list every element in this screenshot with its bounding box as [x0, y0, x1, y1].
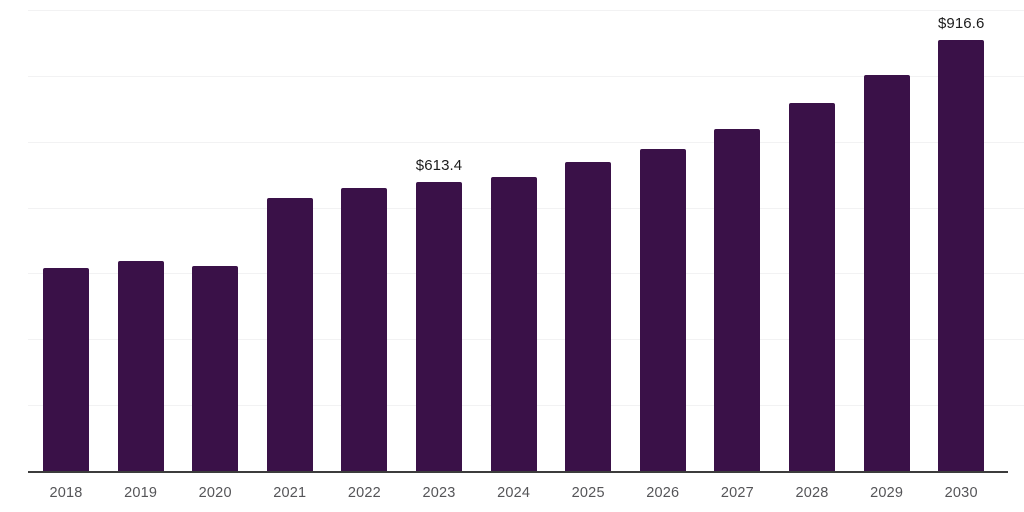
bar-group[interactable]: 2018 — [43, 267, 89, 501]
x-tick-label-2028: 2028 — [795, 485, 829, 501]
x-tick-label-2019: 2019 — [124, 485, 158, 501]
bar-value-label-2030: $916.6 — [937, 14, 985, 32]
gridline — [28, 141, 1024, 143]
x-tick-label-2029: 2029 — [870, 485, 904, 501]
x-tick-label-2025: 2025 — [571, 485, 605, 501]
bar-group[interactable]: 2024 — [490, 176, 537, 501]
gridline — [28, 10, 1024, 11]
bar-2028[interactable] — [789, 103, 835, 471]
bar-2023[interactable] — [416, 182, 462, 471]
bar-group[interactable]: 2025 — [565, 161, 612, 501]
bar-2025[interactable] — [565, 161, 612, 471]
bar-2027[interactable] — [714, 129, 761, 471]
bar-2029[interactable] — [863, 74, 910, 471]
bar-group[interactable]: $613.4 2023 — [416, 157, 462, 501]
x-axis-line — [28, 471, 1008, 473]
bar-2020[interactable] — [192, 265, 239, 471]
bar-2030[interactable] — [938, 39, 985, 471]
bar-2018[interactable] — [43, 267, 89, 471]
x-tick-label-2024: 2024 — [497, 485, 531, 501]
bar-group[interactable]: 2021 — [266, 197, 313, 501]
bar-2022[interactable] — [341, 187, 388, 471]
x-tick-label-2023: 2023 — [422, 485, 456, 501]
bar-group[interactable]: $916.6 2030 — [938, 15, 985, 501]
gridline — [28, 75, 1024, 77]
bar-2026[interactable] — [639, 148, 686, 471]
bar-group[interactable]: 2026 — [639, 148, 686, 501]
x-tick-label-2026: 2026 — [646, 485, 680, 501]
bar-group[interactable]: 2028 — [789, 103, 835, 501]
bar-2021[interactable] — [266, 197, 313, 471]
x-tick-label-2022: 2022 — [347, 485, 381, 501]
bar-2019[interactable] — [117, 260, 164, 471]
bar-group[interactable]: 2027 — [714, 129, 761, 501]
bar-group[interactable]: 2019 — [117, 260, 164, 501]
bar-2024[interactable] — [490, 176, 537, 471]
bar-group[interactable]: 2020 — [192, 265, 239, 501]
bar-group[interactable]: 2022 — [341, 187, 388, 501]
x-tick-label-2027: 2027 — [720, 485, 754, 501]
bar-group[interactable]: 2029 — [863, 74, 910, 501]
x-tick-label-2030: 2030 — [944, 485, 978, 501]
bar-value-label-2023: $613.4 — [415, 157, 463, 175]
x-tick-label-2018: 2018 — [49, 485, 83, 501]
x-tick-label-2020: 2020 — [198, 485, 232, 501]
x-tick-label-2021: 2021 — [273, 485, 307, 501]
